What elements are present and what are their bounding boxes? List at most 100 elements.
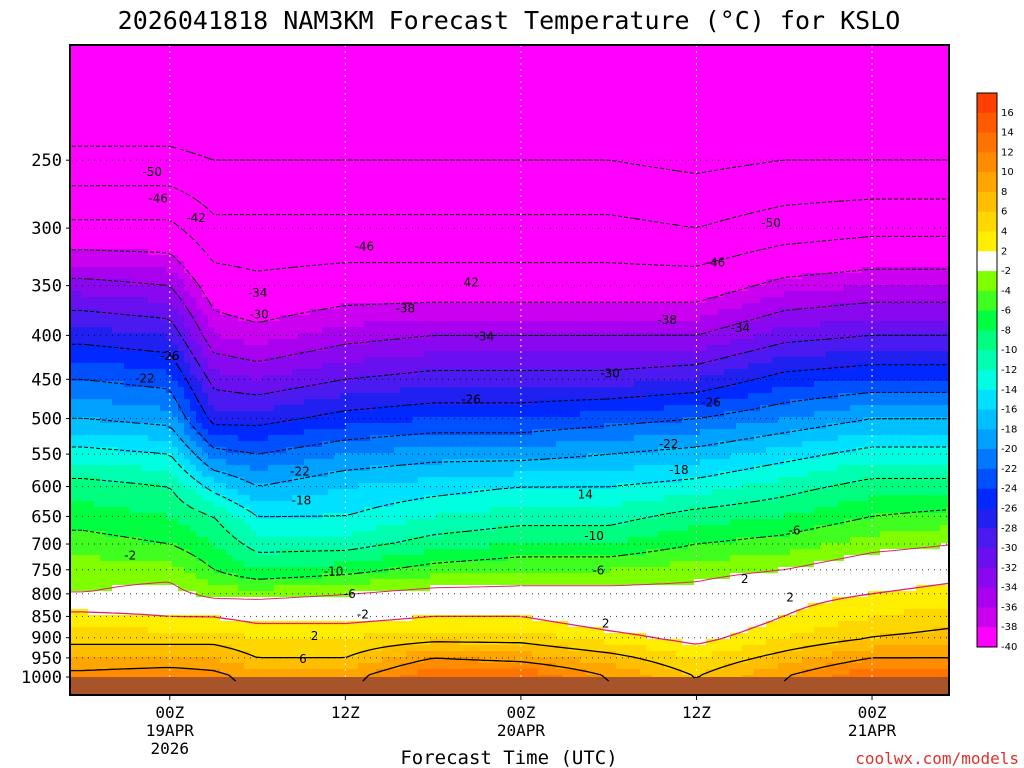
heatmap-cell [790, 237, 797, 244]
heatmap-cell [772, 171, 779, 178]
heatmap-cell [808, 213, 815, 220]
heatmap-cell [676, 135, 683, 142]
heatmap-cell [790, 105, 797, 112]
heatmap-cell [664, 141, 671, 148]
heatmap-cell [592, 99, 599, 106]
heatmap-cell [142, 153, 149, 160]
heatmap-cell [496, 189, 503, 196]
heatmap-cell [526, 207, 533, 214]
heatmap-cell [160, 213, 167, 220]
heatmap-cell [604, 243, 611, 250]
heatmap-cell [274, 57, 281, 64]
heatmap-cell [250, 105, 257, 112]
heatmap-cell [538, 201, 545, 208]
heatmap-cell [754, 57, 761, 64]
heatmap-cell [832, 45, 839, 52]
heatmap-cell [286, 117, 293, 124]
heatmap-cell [796, 219, 803, 226]
heatmap-cell [304, 171, 311, 178]
heatmap-cell [160, 225, 167, 232]
heatmap-cell [652, 141, 659, 148]
heatmap-cell [148, 183, 155, 190]
heatmap-cell [412, 141, 419, 148]
heatmap-cell [826, 75, 833, 82]
heatmap-cell [376, 63, 383, 70]
heatmap-cell [682, 147, 689, 154]
heatmap-cell [676, 183, 683, 190]
heatmap-cell [334, 201, 341, 208]
heatmap-cell [826, 69, 833, 76]
heatmap-cell [562, 165, 569, 172]
heatmap-cell [748, 183, 755, 190]
heatmap-cell [454, 213, 461, 220]
heatmap-cell [592, 63, 599, 70]
heatmap-cell [250, 183, 257, 190]
heatmap-cell [856, 123, 863, 130]
heatmap-cell [220, 87, 227, 94]
heatmap-cell [676, 237, 683, 244]
heatmap-cell [82, 75, 89, 82]
heatmap-cell [334, 123, 341, 130]
heatmap-cell [124, 63, 131, 70]
heatmap-cell [520, 135, 527, 142]
heatmap-cell [700, 63, 707, 70]
heatmap-cell [280, 63, 287, 70]
heatmap-cell [304, 165, 311, 172]
heatmap-cell [664, 231, 671, 238]
heatmap-cell [784, 141, 791, 148]
heatmap-cell [646, 171, 653, 178]
heatmap-cell [640, 135, 647, 142]
heatmap-cell [70, 141, 77, 148]
heatmap-cell [928, 165, 935, 172]
heatmap-cell [946, 159, 949, 166]
heatmap-cell [898, 45, 905, 52]
heatmap-cell [268, 99, 275, 106]
heatmap-cell [532, 75, 539, 82]
heatmap-cell [808, 63, 815, 70]
heatmap-cell [454, 243, 461, 250]
heatmap-cell [460, 225, 467, 232]
heatmap-cell [250, 57, 257, 64]
heatmap-cell [766, 111, 773, 118]
heatmap-cell [646, 93, 653, 100]
heatmap-cell [700, 117, 707, 124]
heatmap-cell [766, 99, 773, 106]
heatmap-cell [400, 219, 407, 226]
heatmap-cell [574, 231, 581, 238]
heatmap-cell [658, 105, 665, 112]
heatmap-cell [472, 213, 479, 220]
heatmap-cell [598, 189, 605, 196]
heatmap-cell [76, 81, 83, 88]
heatmap-cell [394, 219, 401, 226]
heatmap-cell [262, 45, 269, 52]
heatmap-cell [940, 93, 947, 100]
heatmap-cell [898, 81, 905, 88]
heatmap-cell [586, 117, 593, 124]
heatmap-cell [832, 93, 839, 100]
heatmap-cell [910, 225, 917, 232]
heatmap-cell [88, 99, 95, 106]
heatmap-cell [538, 159, 545, 166]
heatmap-cell [316, 105, 323, 112]
heatmap-cell [394, 69, 401, 76]
heatmap-cell [556, 189, 563, 196]
heatmap-cell [268, 183, 275, 190]
heatmap-cell [154, 63, 161, 70]
heatmap-cell [430, 87, 437, 94]
heatmap-cell [250, 159, 257, 166]
heatmap-cell [334, 195, 341, 202]
heatmap-cell [100, 219, 107, 226]
heatmap-cell [790, 117, 797, 124]
heatmap-cell [568, 177, 575, 184]
heatmap-cell [196, 123, 203, 130]
heatmap-cell [814, 201, 821, 208]
heatmap-cell [256, 147, 263, 154]
heatmap-cell [562, 219, 569, 226]
heatmap-cell [934, 63, 941, 70]
heatmap-cell [130, 141, 137, 148]
heatmap-cell [328, 75, 335, 82]
heatmap-cell [934, 183, 941, 190]
heatmap-cell [562, 177, 569, 184]
heatmap-cell [526, 219, 533, 226]
heatmap-cell [298, 147, 305, 154]
